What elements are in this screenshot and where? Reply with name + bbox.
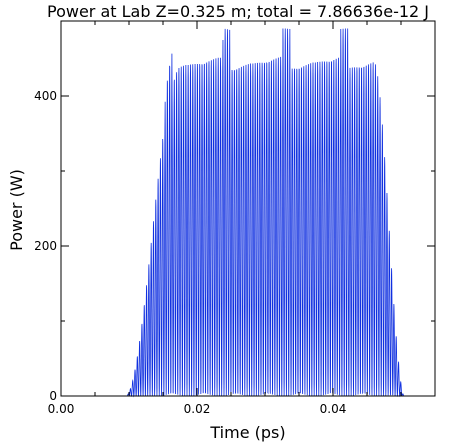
plot-frame <box>60 20 436 397</box>
y-tick-label: 0 <box>49 389 57 403</box>
ticks-group: 0.00 0.02 0.04 0 200 400 <box>34 21 436 416</box>
chart-title: Power at Lab Z=0.325 m; total = 7.86636e… <box>47 2 429 21</box>
y-axis-label: Power (W) <box>7 169 26 251</box>
series-line <box>61 28 435 398</box>
series-group <box>61 28 435 398</box>
x-axis-label: Time (ps) <box>209 423 285 442</box>
x-tick-label: 0.02 <box>184 402 211 416</box>
x-tick-label: 0.00 <box>48 402 75 416</box>
y-tick-label: 200 <box>34 239 57 253</box>
x-tick-label: 0.04 <box>320 402 347 416</box>
y-tick-label: 400 <box>34 89 57 103</box>
